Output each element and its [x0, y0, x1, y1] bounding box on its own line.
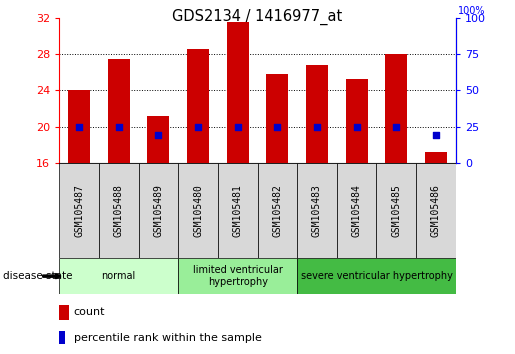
- Bar: [425, 152, 447, 163]
- Text: 100%: 100%: [458, 6, 486, 16]
- Text: GSM105483: GSM105483: [312, 184, 322, 237]
- Text: GSM105487: GSM105487: [74, 184, 84, 237]
- Bar: [266, 74, 288, 163]
- Point: [392, 124, 401, 129]
- Text: GSM105488: GSM105488: [114, 184, 124, 237]
- Bar: [178, 163, 218, 258]
- Point: [154, 132, 162, 138]
- Bar: [59, 258, 178, 294]
- Bar: [108, 58, 130, 163]
- Point: [432, 132, 440, 138]
- Text: normal: normal: [101, 271, 136, 281]
- Text: GSM105484: GSM105484: [352, 184, 362, 237]
- Bar: [376, 163, 416, 258]
- Text: count: count: [74, 307, 105, 317]
- Bar: [337, 163, 376, 258]
- Bar: [385, 54, 407, 163]
- Bar: [59, 331, 65, 344]
- Text: severe ventricular hypertrophy: severe ventricular hypertrophy: [301, 271, 452, 281]
- Bar: [59, 305, 68, 320]
- Bar: [147, 116, 169, 163]
- Bar: [59, 163, 99, 258]
- Point: [114, 124, 123, 129]
- Bar: [68, 90, 90, 163]
- Text: GSM105486: GSM105486: [431, 184, 441, 237]
- Bar: [346, 79, 368, 163]
- Text: percentile rank within the sample: percentile rank within the sample: [74, 332, 262, 343]
- Text: disease state: disease state: [3, 271, 72, 281]
- Bar: [416, 163, 456, 258]
- Point: [352, 124, 360, 129]
- Text: limited ventricular
hypertrophy: limited ventricular hypertrophy: [193, 265, 283, 287]
- Bar: [218, 163, 258, 258]
- Point: [313, 124, 321, 129]
- Bar: [139, 163, 178, 258]
- Point: [273, 124, 281, 129]
- Text: GDS2134 / 1416977_at: GDS2134 / 1416977_at: [173, 9, 342, 25]
- Text: GSM105482: GSM105482: [272, 184, 282, 237]
- Point: [75, 124, 83, 129]
- Point: [233, 124, 242, 129]
- Point: [194, 124, 202, 129]
- Bar: [297, 258, 456, 294]
- Text: GSM105489: GSM105489: [153, 184, 163, 237]
- Bar: [99, 163, 139, 258]
- Bar: [178, 258, 297, 294]
- Bar: [297, 163, 337, 258]
- Text: GSM105485: GSM105485: [391, 184, 401, 237]
- Bar: [258, 163, 297, 258]
- Text: GSM105481: GSM105481: [233, 184, 243, 237]
- Bar: [227, 22, 249, 163]
- Text: GSM105480: GSM105480: [193, 184, 203, 237]
- Bar: [306, 65, 328, 163]
- Bar: [187, 50, 209, 163]
